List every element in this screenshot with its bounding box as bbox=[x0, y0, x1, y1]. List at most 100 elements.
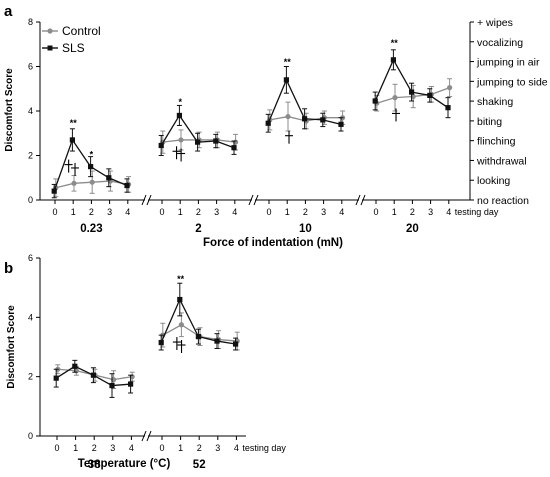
sls-point bbox=[158, 339, 164, 346]
behavior-label: jumping to side bbox=[476, 76, 548, 88]
sls-point bbox=[88, 164, 94, 170]
panel-a-label: a bbox=[4, 3, 13, 20]
x-tick-label: 1 bbox=[285, 207, 290, 217]
panel-a-ylabel: Discomfort Score bbox=[4, 68, 15, 152]
y-tick-label: 6 bbox=[28, 62, 33, 72]
sls-point bbox=[106, 175, 112, 181]
x-tick-label: 0 bbox=[159, 207, 164, 217]
sls-point bbox=[176, 112, 182, 119]
x-tick-label: 3 bbox=[214, 207, 219, 217]
control-point bbox=[178, 322, 184, 328]
control-point bbox=[447, 85, 453, 91]
panel-b-ylabel: Discomfort Score bbox=[6, 305, 17, 389]
sls-point bbox=[409, 89, 415, 95]
y-tick-label: 8 bbox=[28, 17, 33, 27]
x-suffix-label: testing day bbox=[242, 443, 286, 453]
y-tick-label: 0 bbox=[28, 195, 33, 205]
x-tick-label: 3 bbox=[215, 443, 220, 453]
sls-point bbox=[338, 121, 344, 127]
sls-point bbox=[445, 105, 451, 111]
x-tick-label: 0 bbox=[266, 207, 271, 217]
legend-control-marker bbox=[47, 28, 53, 34]
x-tick-label: 3 bbox=[110, 443, 115, 453]
x-tick-label: 0 bbox=[159, 443, 164, 453]
axis-break-mark bbox=[248, 194, 254, 206]
x-tick-label: 0 bbox=[373, 207, 378, 217]
legend-sls-marker bbox=[47, 45, 53, 51]
control-point bbox=[89, 179, 95, 185]
control-point bbox=[71, 180, 77, 186]
sls-point bbox=[109, 382, 115, 389]
group-label: 20 bbox=[406, 223, 419, 235]
sls-point bbox=[90, 372, 96, 378]
sls-point bbox=[128, 381, 134, 387]
behavior-label: no reaction bbox=[477, 195, 529, 207]
group-label: 52 bbox=[193, 459, 206, 471]
behavior-label: shaking bbox=[477, 96, 513, 108]
behavior-label: vocalizing bbox=[477, 37, 523, 49]
behavior-label: flinching bbox=[477, 136, 516, 148]
significance-annotation: ** bbox=[391, 38, 399, 48]
sls-point bbox=[69, 137, 75, 143]
group-label: 38 bbox=[88, 459, 101, 471]
panel-b-label: b bbox=[4, 260, 13, 277]
behavior-label: + wipes bbox=[477, 17, 513, 29]
sls-point bbox=[158, 142, 164, 149]
y-tick-label: 2 bbox=[28, 372, 33, 382]
x-tick-label: 4 bbox=[339, 207, 344, 217]
y-tick-label: 4 bbox=[28, 106, 33, 116]
x-tick-label: 2 bbox=[410, 207, 415, 217]
x-tick-label: 2 bbox=[303, 207, 308, 217]
x-tick-label: 3 bbox=[428, 207, 433, 217]
x-tick-label: 1 bbox=[178, 443, 183, 453]
sls-point bbox=[195, 139, 201, 145]
x-tick-label: 4 bbox=[232, 207, 237, 217]
legend-control-label: Control bbox=[62, 24, 101, 38]
x-tick-label: 1 bbox=[73, 443, 78, 453]
legend: Control SLS bbox=[42, 24, 101, 55]
sls-point bbox=[320, 117, 326, 123]
control-point bbox=[392, 95, 398, 101]
behavior-label: looking bbox=[477, 175, 510, 187]
group-label: 2 bbox=[195, 223, 201, 235]
significance-annotation: ** bbox=[284, 57, 292, 67]
x-tick-label: 4 bbox=[125, 207, 130, 217]
panel-a-xlabel: Force of indentation (mN) bbox=[203, 237, 343, 249]
sls-point bbox=[372, 98, 378, 104]
x-tick-label: 3 bbox=[321, 207, 326, 217]
sls-point bbox=[231, 145, 237, 151]
x-tick-label: 0 bbox=[54, 443, 59, 453]
sls-point bbox=[283, 77, 289, 83]
panel-b-plot: 0 2 4 6 0 1 2 3 4 38 0 1 2 3 4 52 testing day ** bbox=[28, 253, 286, 471]
sls-point bbox=[124, 182, 130, 189]
y-tick-label: 0 bbox=[28, 431, 33, 441]
y-tick-label: 4 bbox=[28, 312, 33, 322]
significance-annotation: ** bbox=[70, 118, 78, 128]
x-tick-label: 2 bbox=[92, 443, 97, 453]
behavior-label: biting bbox=[477, 116, 502, 128]
sls-point bbox=[195, 334, 201, 340]
x-tick-label: 2 bbox=[197, 443, 202, 453]
sls-point bbox=[265, 120, 271, 126]
sls-point bbox=[72, 363, 78, 369]
behavior-label: jumping in air bbox=[476, 57, 540, 69]
sls-point bbox=[53, 375, 59, 381]
behavior-label: withdrawal bbox=[476, 155, 527, 167]
sls-point bbox=[390, 57, 396, 63]
sls-point bbox=[177, 296, 183, 303]
panel-b-xlabel: Temperature (°C) bbox=[78, 458, 171, 470]
sls-point bbox=[427, 92, 433, 99]
sls-point bbox=[302, 116, 308, 122]
x-tick-label: 1 bbox=[178, 207, 183, 217]
y-tick-label: 2 bbox=[28, 151, 33, 161]
x-tick-label: 2 bbox=[196, 207, 201, 217]
x-tick-label: 0 bbox=[52, 207, 57, 217]
control-point bbox=[285, 113, 291, 120]
x-tick-label: 3 bbox=[107, 207, 112, 217]
axis-break-mark bbox=[355, 194, 361, 206]
legend-sls-label: SLS bbox=[62, 41, 85, 55]
axis-break-mark bbox=[141, 430, 147, 442]
group-label: 0.23 bbox=[80, 223, 102, 235]
